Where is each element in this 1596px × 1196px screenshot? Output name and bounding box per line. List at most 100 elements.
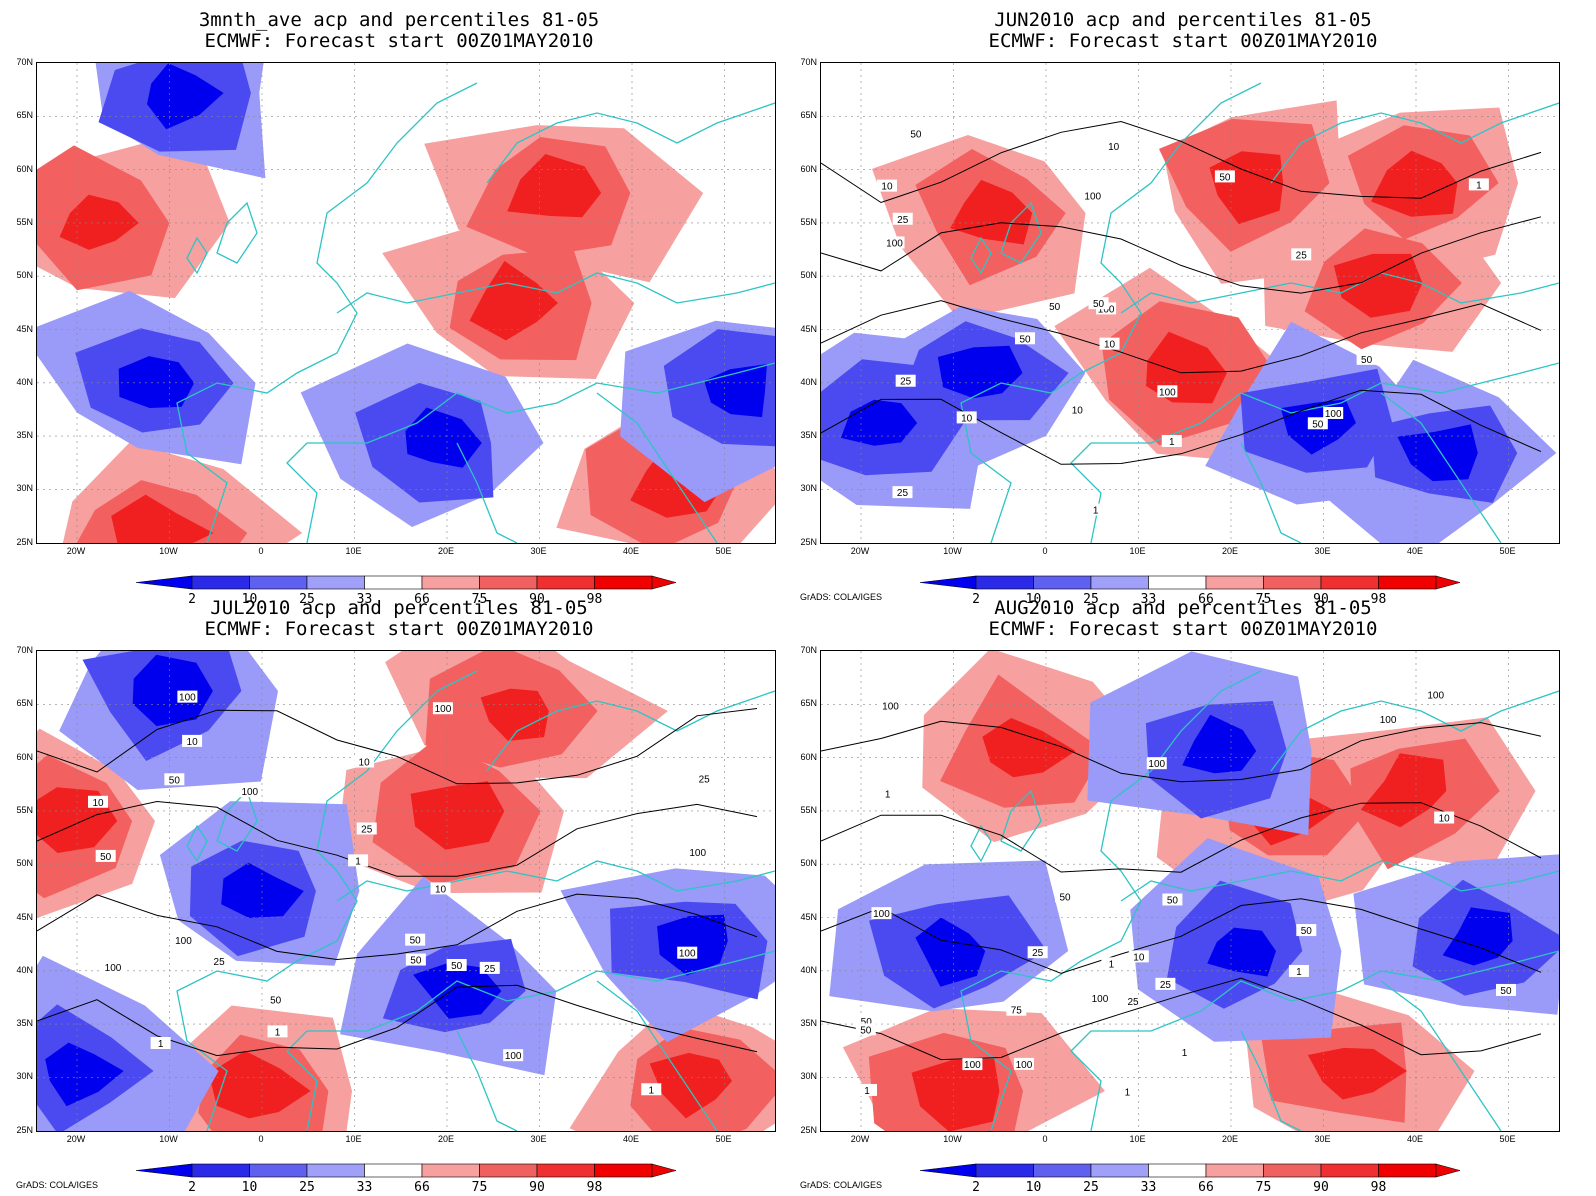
lat-label: 25N xyxy=(16,536,33,547)
colorbar-arrow-right xyxy=(651,575,676,590)
panel-subtitle: ECMWF: Forecast start 00Z01MAY2010 xyxy=(988,30,1378,52)
contour-value: 10 xyxy=(92,798,104,809)
contour-line xyxy=(821,720,1542,783)
contour-label: 50 xyxy=(1088,297,1109,310)
contour-value: 50 xyxy=(270,996,282,1007)
lat-label: 65N xyxy=(16,698,33,709)
colorbar-label: 75 xyxy=(471,592,488,607)
red-anomaly-region xyxy=(410,781,505,850)
contour-label: 50 xyxy=(265,993,286,1007)
coastline xyxy=(960,82,1262,543)
coastline xyxy=(186,824,208,863)
colorbar-segment xyxy=(1378,1163,1437,1178)
lat-label: 70N xyxy=(16,645,33,655)
contour-label: 1 xyxy=(1161,434,1182,448)
contour-label: 100 xyxy=(432,702,453,715)
lon-label: 10W xyxy=(943,546,962,556)
contour-label: 50 xyxy=(1296,924,1317,937)
panel-3month: 3mnth_ave acp and percentiles 81-05 ECMW… xyxy=(0,0,798,607)
contour-value: 100 xyxy=(1084,192,1101,203)
lon-label: 40E xyxy=(1406,546,1423,556)
contour-value: 50 xyxy=(1049,302,1061,313)
lon-label: 10E xyxy=(345,546,362,556)
contour-label: 50 xyxy=(1015,332,1036,345)
coastline xyxy=(1070,362,1559,543)
contour-value: 50 xyxy=(1361,355,1373,366)
red-anomaly-region xyxy=(1307,1047,1407,1100)
contour-value: 25 xyxy=(1160,980,1172,991)
lat-label: 35N xyxy=(800,1018,817,1029)
blue-anomaly-region xyxy=(657,914,728,976)
contour-label: 25 xyxy=(1027,946,1048,959)
lat-label: 30N xyxy=(16,483,33,494)
contour-label: 50 xyxy=(1495,983,1516,997)
contour-label: 50 xyxy=(1307,417,1328,430)
contour-value: 10 xyxy=(1072,406,1084,417)
lon-label: 0 xyxy=(1042,1134,1048,1144)
contour-label: 50 xyxy=(446,958,467,972)
lon-label: 0 xyxy=(258,546,264,556)
colorbar-segment xyxy=(1148,1163,1207,1178)
contour-value: 50 xyxy=(1167,896,1179,907)
colorbar-segment xyxy=(975,1163,1034,1178)
coastline xyxy=(1380,980,1502,1131)
coastline xyxy=(596,980,718,1131)
lat-label: 25N xyxy=(800,1124,817,1135)
lat-label: 55N xyxy=(16,216,33,227)
contour-value: 25 xyxy=(1127,997,1139,1008)
blue-anomaly-region xyxy=(413,962,502,1019)
contour-label: 50 xyxy=(405,953,426,967)
contour-value: 100 xyxy=(505,1051,522,1062)
lat-label: 55N xyxy=(16,804,33,815)
contour-value: 100 xyxy=(105,963,122,974)
colorbar-segment xyxy=(1320,1163,1379,1178)
lat-label: 65N xyxy=(16,110,33,121)
blue-anomaly-region xyxy=(1207,927,1276,977)
lat-label: 60N xyxy=(16,163,33,174)
contour-value: 10 xyxy=(1104,340,1116,351)
contour-value: 1 xyxy=(1296,967,1302,978)
lat-label: 70N xyxy=(800,57,817,67)
contour-label: 75 xyxy=(1006,1003,1027,1017)
colorbar-label: 75 xyxy=(1255,592,1272,607)
contour-label: 1 xyxy=(1174,1046,1195,1059)
colorbar-label: 2 xyxy=(972,592,980,607)
contour-value: 10 xyxy=(435,884,447,895)
coastline xyxy=(286,950,775,1131)
contour-value: 25 xyxy=(214,957,226,968)
contour-value: 50 xyxy=(1093,299,1105,310)
lon-label: 30E xyxy=(1314,546,1331,556)
colorbar-label: 90 xyxy=(529,592,545,607)
red-anomaly-region xyxy=(59,194,139,250)
lon-label: 30E xyxy=(530,546,547,556)
colorbar-arrow-right xyxy=(1435,1163,1460,1178)
contour-value: 100 xyxy=(886,238,903,249)
map-area xyxy=(36,62,776,544)
lat-label: 45N xyxy=(16,323,33,334)
credit-text: GrADS: COLA/IGES xyxy=(800,1180,883,1190)
contour-value: 10 xyxy=(187,737,199,748)
red-anomaly-region xyxy=(630,444,725,518)
contour-label: 1 xyxy=(1468,178,1489,191)
lon-label: 20W xyxy=(66,546,86,556)
contour-value: 25 xyxy=(900,377,912,388)
contour-value: 1 xyxy=(1125,1087,1131,1098)
lat-label: 40N xyxy=(800,964,817,975)
colorbar-arrow-left xyxy=(920,1163,977,1178)
lon-label: 20E xyxy=(437,1134,454,1144)
contour-line xyxy=(37,708,758,785)
panel-aug2010: AUG2010 acp and percentiles 81-05 ECMWF:… xyxy=(784,588,1582,1195)
contour-label: 1 xyxy=(857,1083,878,1097)
contour-label: 25 xyxy=(1155,977,1176,991)
lat-label: 30N xyxy=(16,1071,33,1082)
contour-label: 10 xyxy=(354,755,375,769)
coastline xyxy=(176,82,478,543)
lat-label: 70N xyxy=(800,645,817,655)
blue-anomaly-region xyxy=(118,356,195,408)
red-anomaly-region xyxy=(911,1058,1000,1131)
colorbar-label: 66 xyxy=(1198,592,1214,607)
contour-label: 10 xyxy=(182,734,203,748)
contour-label: 10 xyxy=(1099,337,1120,351)
contour-value: 10 xyxy=(1133,952,1145,963)
coastline xyxy=(1270,102,1559,184)
